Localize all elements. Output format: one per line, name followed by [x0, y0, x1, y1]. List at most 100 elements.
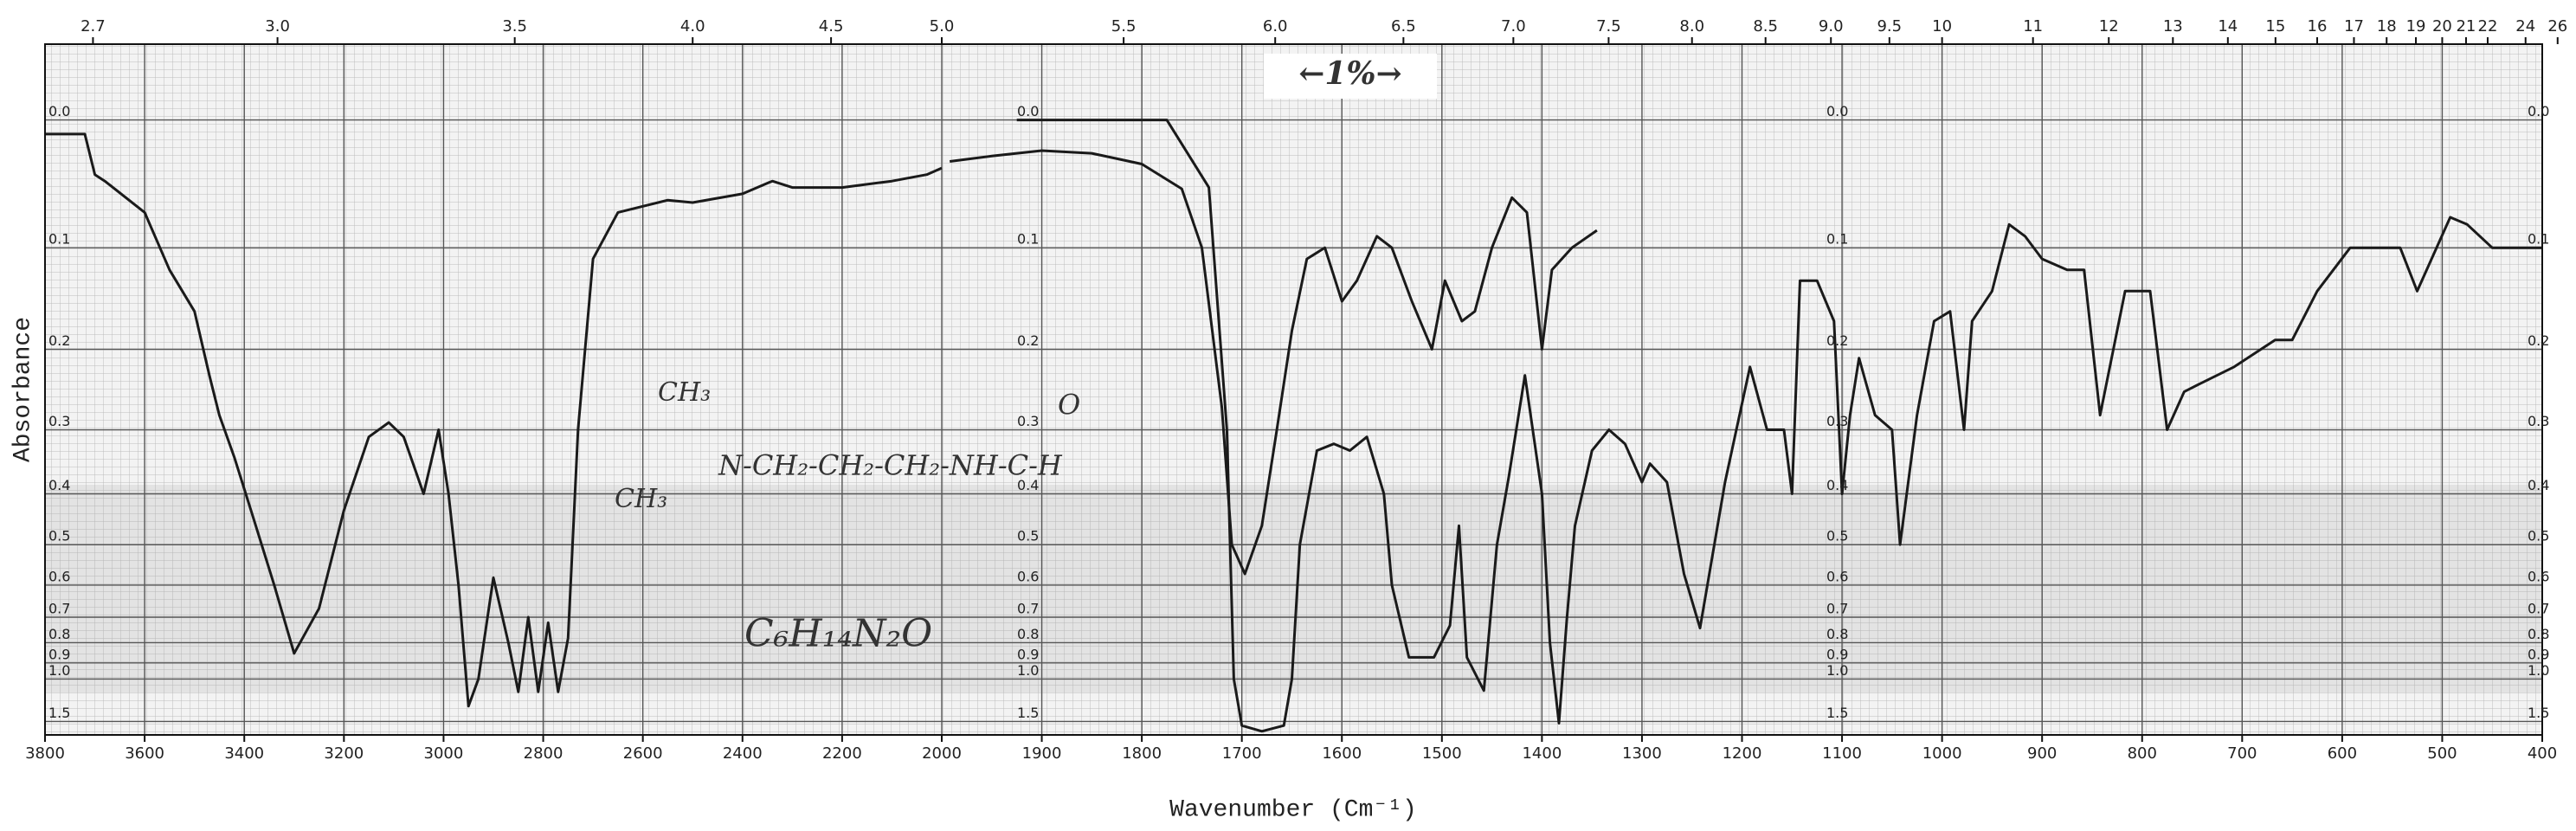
spectrum-line: [45, 132, 943, 708]
x2-tick-label: 10: [1932, 17, 1952, 35]
x2-tick-label: 13: [2163, 17, 2183, 35]
y-tick-label: 0.9: [48, 646, 70, 662]
x-tick-label: 500: [2427, 744, 2457, 763]
y-tick-label: 0.2: [1017, 332, 1039, 349]
y-tick-label: 0.6: [2528, 568, 2549, 584]
annotation: CH₃: [615, 484, 667, 514]
x2-tick-label: 22: [2478, 17, 2498, 35]
x-tick-label: 700: [2227, 744, 2257, 763]
y-tick-label: 0.9: [1826, 646, 1848, 662]
y-tick-label: 1.5: [1017, 705, 1039, 721]
y-tick-label: 0.4: [2528, 477, 2549, 493]
x2-tick-label: 19: [2406, 17, 2426, 35]
x2-tick-label: 12: [2099, 17, 2119, 35]
x-tick-label: 1400: [1522, 744, 1562, 763]
x2-tick-label: 7.0: [1501, 17, 1526, 35]
y-tick-label: 1.5: [48, 705, 70, 721]
x-tick-label: 1100: [1822, 744, 1862, 763]
y-tick-label: 0.5: [1017, 528, 1039, 544]
x2-tick-label: 16: [2308, 17, 2328, 35]
y-tick-label: 0.4: [1826, 477, 1848, 493]
x2-tick-label: 8.0: [1679, 17, 1704, 35]
y-tick-label: 0.0: [2528, 103, 2549, 119]
y-tick-label: 0.6: [1017, 568, 1039, 584]
y-tick-label: 1.5: [1826, 705, 1848, 721]
annotation: CH₃: [658, 377, 711, 408]
x-tick-label: 1600: [1322, 744, 1362, 763]
x-tick-label: 2800: [524, 744, 564, 763]
y-tick-label: 1.0: [2528, 662, 2549, 679]
y-tick-label: 0.7: [48, 600, 70, 616]
x2-tick-label: 11: [2023, 17, 2043, 35]
y-tick-label: 0.1: [1826, 231, 1848, 248]
x-tick-label: 3400: [224, 744, 264, 763]
x-tick-label: 2400: [723, 744, 763, 763]
x-tick-label: 1800: [1122, 744, 1162, 763]
y-tick-label: 0.3: [1017, 413, 1039, 429]
x-tick-label: 1900: [1022, 744, 1062, 763]
x-tick-label: 400: [2528, 744, 2557, 763]
y-tick-label: 0.7: [1017, 600, 1039, 616]
x2-tick-label: 6.0: [1263, 17, 1288, 35]
y-tick-label: 0.6: [48, 568, 70, 584]
y-tick-label: 0.5: [48, 528, 70, 544]
x-tick-label: 2200: [822, 744, 862, 763]
y-tick-label: 0.0: [48, 103, 70, 119]
y-tick-label: 0.3: [1826, 413, 1848, 429]
y-tick-label: 1.0: [1017, 662, 1039, 679]
y-axis-title: Absorbance: [10, 317, 36, 462]
x2-tick-label: 14: [2218, 17, 2238, 35]
y-tick-label: 0.9: [1017, 646, 1039, 662]
y-tick-label: 0.3: [48, 413, 70, 429]
x-tick-label: 1000: [1922, 744, 1962, 763]
y-tick-label: 0.7: [2528, 600, 2549, 616]
y-tick-label: 0.7: [1826, 600, 1848, 616]
x2-tick-label: 20: [2432, 17, 2452, 35]
y-tick-label: 0.8: [2528, 626, 2549, 642]
x-tick-label: 1700: [1222, 744, 1262, 763]
x2-tick-label: 21: [2456, 17, 2476, 35]
x2-tick-label: 6.5: [1391, 17, 1416, 35]
x2-tick-label: 8.5: [1753, 17, 1778, 35]
y-tick-label: 1.0: [1826, 662, 1848, 679]
x2-tick-label: 7.5: [1596, 17, 1621, 35]
x-tick-label: 1200: [1723, 744, 1762, 763]
y-tick-label: 0.0: [1017, 103, 1039, 119]
x-tick-label: 600: [2328, 744, 2357, 763]
x2-tick-label: 9.0: [1819, 17, 1844, 35]
x-tick-label: 3000: [424, 744, 464, 763]
y-tick-label: 0.9: [2528, 646, 2549, 662]
x-tick-label: 3600: [125, 744, 164, 763]
y-tick-label: 0.1: [1017, 231, 1039, 248]
x-tick-label: 1300: [1622, 744, 1662, 763]
y-tick-label: 0.1: [48, 231, 70, 248]
x-tick-label: 900: [2027, 744, 2057, 763]
x2-tick-label: 18: [2377, 17, 2397, 35]
y-tick-label: 0.6: [1826, 568, 1848, 584]
x2-tick-label: 4.5: [819, 17, 844, 35]
x-tick-label: 2000: [922, 744, 962, 763]
y-tick-label: 0.8: [48, 626, 70, 642]
x2-tick-label: 3.0: [265, 17, 290, 35]
x2-tick-label: 5.5: [1111, 17, 1137, 35]
x-tick-label: 3200: [324, 744, 364, 763]
x2-tick-label: 5.0: [930, 17, 955, 35]
x2-tick-label: 17: [2344, 17, 2364, 35]
x-tick-label: 1500: [1422, 744, 1462, 763]
y-tick-label: 1.5: [2528, 705, 2549, 721]
x2-tick-label: 9.5: [1877, 17, 1902, 35]
y-tick-label: 0.4: [1017, 477, 1039, 493]
y-tick-label: 0.2: [48, 332, 70, 349]
x-tick-label: 3800: [25, 744, 65, 763]
y-tick-label: 0.5: [2528, 528, 2549, 544]
x2-tick-label: 2.7: [80, 17, 106, 35]
x2-tick-label: 4.0: [680, 17, 705, 35]
x2-tick-label: 3.5: [502, 17, 527, 35]
spectrum: [45, 119, 2542, 733]
y-tick-label: 0.1: [2528, 231, 2549, 248]
annotation: C₆H₁₄N₂O: [744, 612, 932, 656]
y-tick-label: 1.0: [48, 662, 70, 679]
spectrum-line: [1016, 119, 2542, 733]
x-axis-title: Wavenumber (Cm⁻¹): [1169, 796, 1417, 823]
